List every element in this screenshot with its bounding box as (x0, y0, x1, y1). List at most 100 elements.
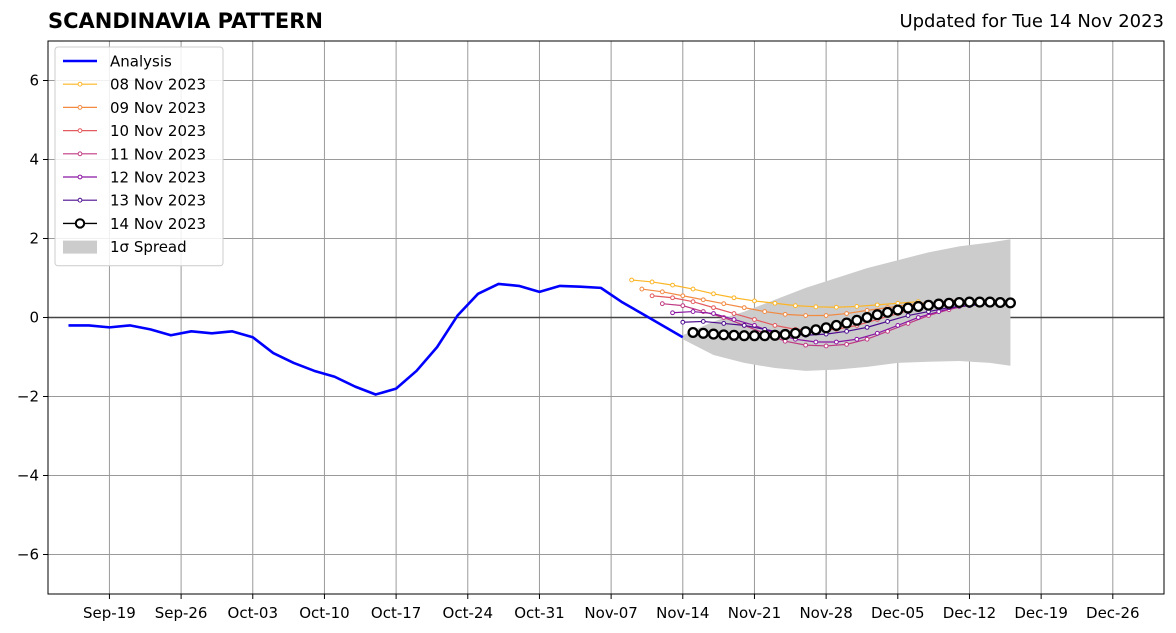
x-tick-label: Sep-19 (83, 604, 136, 622)
legend-marker-12-nov-2023 (77, 174, 83, 180)
series-point-09-nov-2023 (639, 286, 645, 292)
series-point-09-nov-2023 (782, 311, 788, 317)
series-point-14-nov-2023 (738, 330, 750, 342)
series-point-14-nov-2023 (984, 296, 996, 308)
plot-frame (47, 40, 1165, 595)
series-point-14-nov-2023 (953, 296, 965, 309)
x-tick-label: Oct-10 (299, 604, 349, 622)
x-tick-label: Oct-17 (371, 604, 421, 622)
x-tick-label: Dec-19 (1014, 604, 1068, 622)
x-tick-label: Nov-07 (584, 604, 637, 622)
series-point-08-nov-2023 (649, 279, 655, 285)
series-point-09-nov-2023 (823, 313, 829, 318)
legend-marker-08-nov-2023 (77, 81, 83, 87)
grid-layer (48, 41, 1164, 594)
series-point-14-nov-2023 (871, 309, 883, 321)
y-tick-label: 2 (29, 230, 39, 248)
x-tick-label: Oct-03 (228, 604, 278, 622)
tick-layer: Sep-19 Sep-26 Oct-03 Oct-10 Oct-17 Oct-24 Oct-… (17, 72, 1140, 623)
series-point-08-nov-2023 (629, 277, 634, 283)
series-point-11-nov-2023 (844, 341, 850, 347)
series-point-14-nov-2023 (789, 327, 801, 339)
legend-label-09-nov-2023: 09 Nov 2023 (110, 99, 206, 117)
x-tick-label: Nov-28 (799, 604, 852, 622)
x-tick-label: Nov-14 (656, 604, 709, 622)
series-point-12-nov-2023 (915, 315, 921, 320)
x-tick-label: Nov-21 (728, 604, 781, 622)
series-point-11-nov-2023 (864, 336, 870, 342)
series-point-09-nov-2023 (844, 311, 850, 316)
series-point-12-nov-2023 (854, 336, 860, 342)
series-point-13-nov-2023 (844, 328, 850, 334)
series-point-11-nov-2023 (680, 303, 686, 309)
series-point-14-nov-2023 (820, 322, 832, 334)
x-tick-label: Sep-26 (155, 604, 208, 622)
series-line-analysis (68, 282, 684, 396)
series-point-14-nov-2023 (994, 296, 1006, 309)
series-point-08-nov-2023 (670, 282, 675, 288)
series-point-10-nov-2023 (711, 305, 716, 311)
series-point-14-nov-2023 (892, 304, 904, 316)
series-point-14-nov-2023 (748, 330, 761, 342)
series-point-09-nov-2023 (680, 293, 686, 299)
series-point-14-nov-2023 (779, 328, 791, 341)
series-point-14-nov-2023 (697, 327, 709, 339)
series-point-12-nov-2023 (813, 339, 819, 345)
series-point-09-nov-2023 (659, 289, 665, 295)
series-point-08-nov-2023 (772, 300, 778, 306)
legend-label-13-nov-2023: 13 Nov 2023 (110, 192, 206, 210)
series-point-14-nov-2023 (902, 302, 914, 314)
series-point-14-nov-2023 (882, 306, 894, 318)
series-point-13-nov-2023 (721, 321, 727, 326)
series-point-09-nov-2023 (741, 305, 747, 311)
series-point-13-nov-2023 (680, 319, 686, 325)
series-point-14-nov-2023 (922, 299, 935, 311)
chart-title: SCANDINAVIA PATTERN (48, 9, 323, 33)
y-tick-label: 6 (29, 72, 39, 90)
legend-label-analysis: Analysis (110, 53, 172, 71)
y-tick-label: −6 (17, 546, 39, 564)
series-point-14-nov-2023 (769, 329, 781, 341)
series-point-14-nov-2023 (861, 311, 873, 324)
legend-label-11-nov-2023: 11 Nov 2023 (110, 145, 206, 163)
series-point-08-nov-2023 (874, 302, 880, 308)
series-point-13-nov-2023 (885, 319, 890, 324)
series-point-09-nov-2023 (721, 301, 727, 307)
series-point-08-nov-2023 (752, 298, 757, 304)
series-point-14-nov-2023 (707, 328, 720, 340)
series-point-12-nov-2023 (895, 323, 901, 328)
series-point-14-nov-2023 (718, 329, 730, 341)
legend-label-08-nov-2023: 08 Nov 2023 (110, 76, 206, 94)
series-point-11-nov-2023 (803, 342, 809, 348)
series-point-10-nov-2023 (690, 299, 696, 305)
series-point-14-nov-2023 (974, 296, 986, 308)
legend-marker-10-nov-2023 (77, 128, 83, 134)
legend: Analysis 08 Nov 2023 09 Nov 2023 10 Nov 202… (54, 46, 224, 267)
x-tick-label: Dec-26 (1086, 604, 1140, 622)
series-point-14-nov-2023 (963, 296, 976, 308)
series-point-08-nov-2023 (833, 304, 839, 310)
series-point-14-nov-2023 (1004, 297, 1016, 309)
series-point-08-nov-2023 (731, 295, 737, 301)
series-point-14-nov-2023 (830, 319, 842, 331)
series-point-12-nov-2023 (874, 330, 880, 336)
series-point-14-nov-2023 (933, 298, 945, 310)
legend-label-10-nov-2023: 10 Nov 2023 (110, 122, 206, 140)
x-tick-label: Oct-31 (514, 604, 564, 622)
series-point-14-nov-2023 (687, 326, 699, 339)
series-point-08-nov-2023 (711, 291, 716, 297)
series-point-08-nov-2023 (813, 304, 819, 310)
series-point-10-nov-2023 (670, 295, 675, 301)
series-point-14-nov-2023 (810, 324, 822, 336)
series-point-13-nov-2023 (700, 319, 706, 324)
series-point-08-nov-2023 (690, 286, 696, 292)
legend-marker-13-nov-2023 (77, 197, 83, 203)
series-point-13-nov-2023 (905, 313, 911, 318)
legend-label-14-nov-2023: 14 Nov 2023 (110, 215, 206, 233)
series-point-14-nov-2023 (851, 314, 863, 326)
series-point-13-nov-2023 (864, 324, 870, 330)
series-point-14-nov-2023 (728, 329, 740, 341)
series-point-10-nov-2023 (649, 293, 655, 299)
legend-swatch-1-spread (63, 240, 97, 254)
